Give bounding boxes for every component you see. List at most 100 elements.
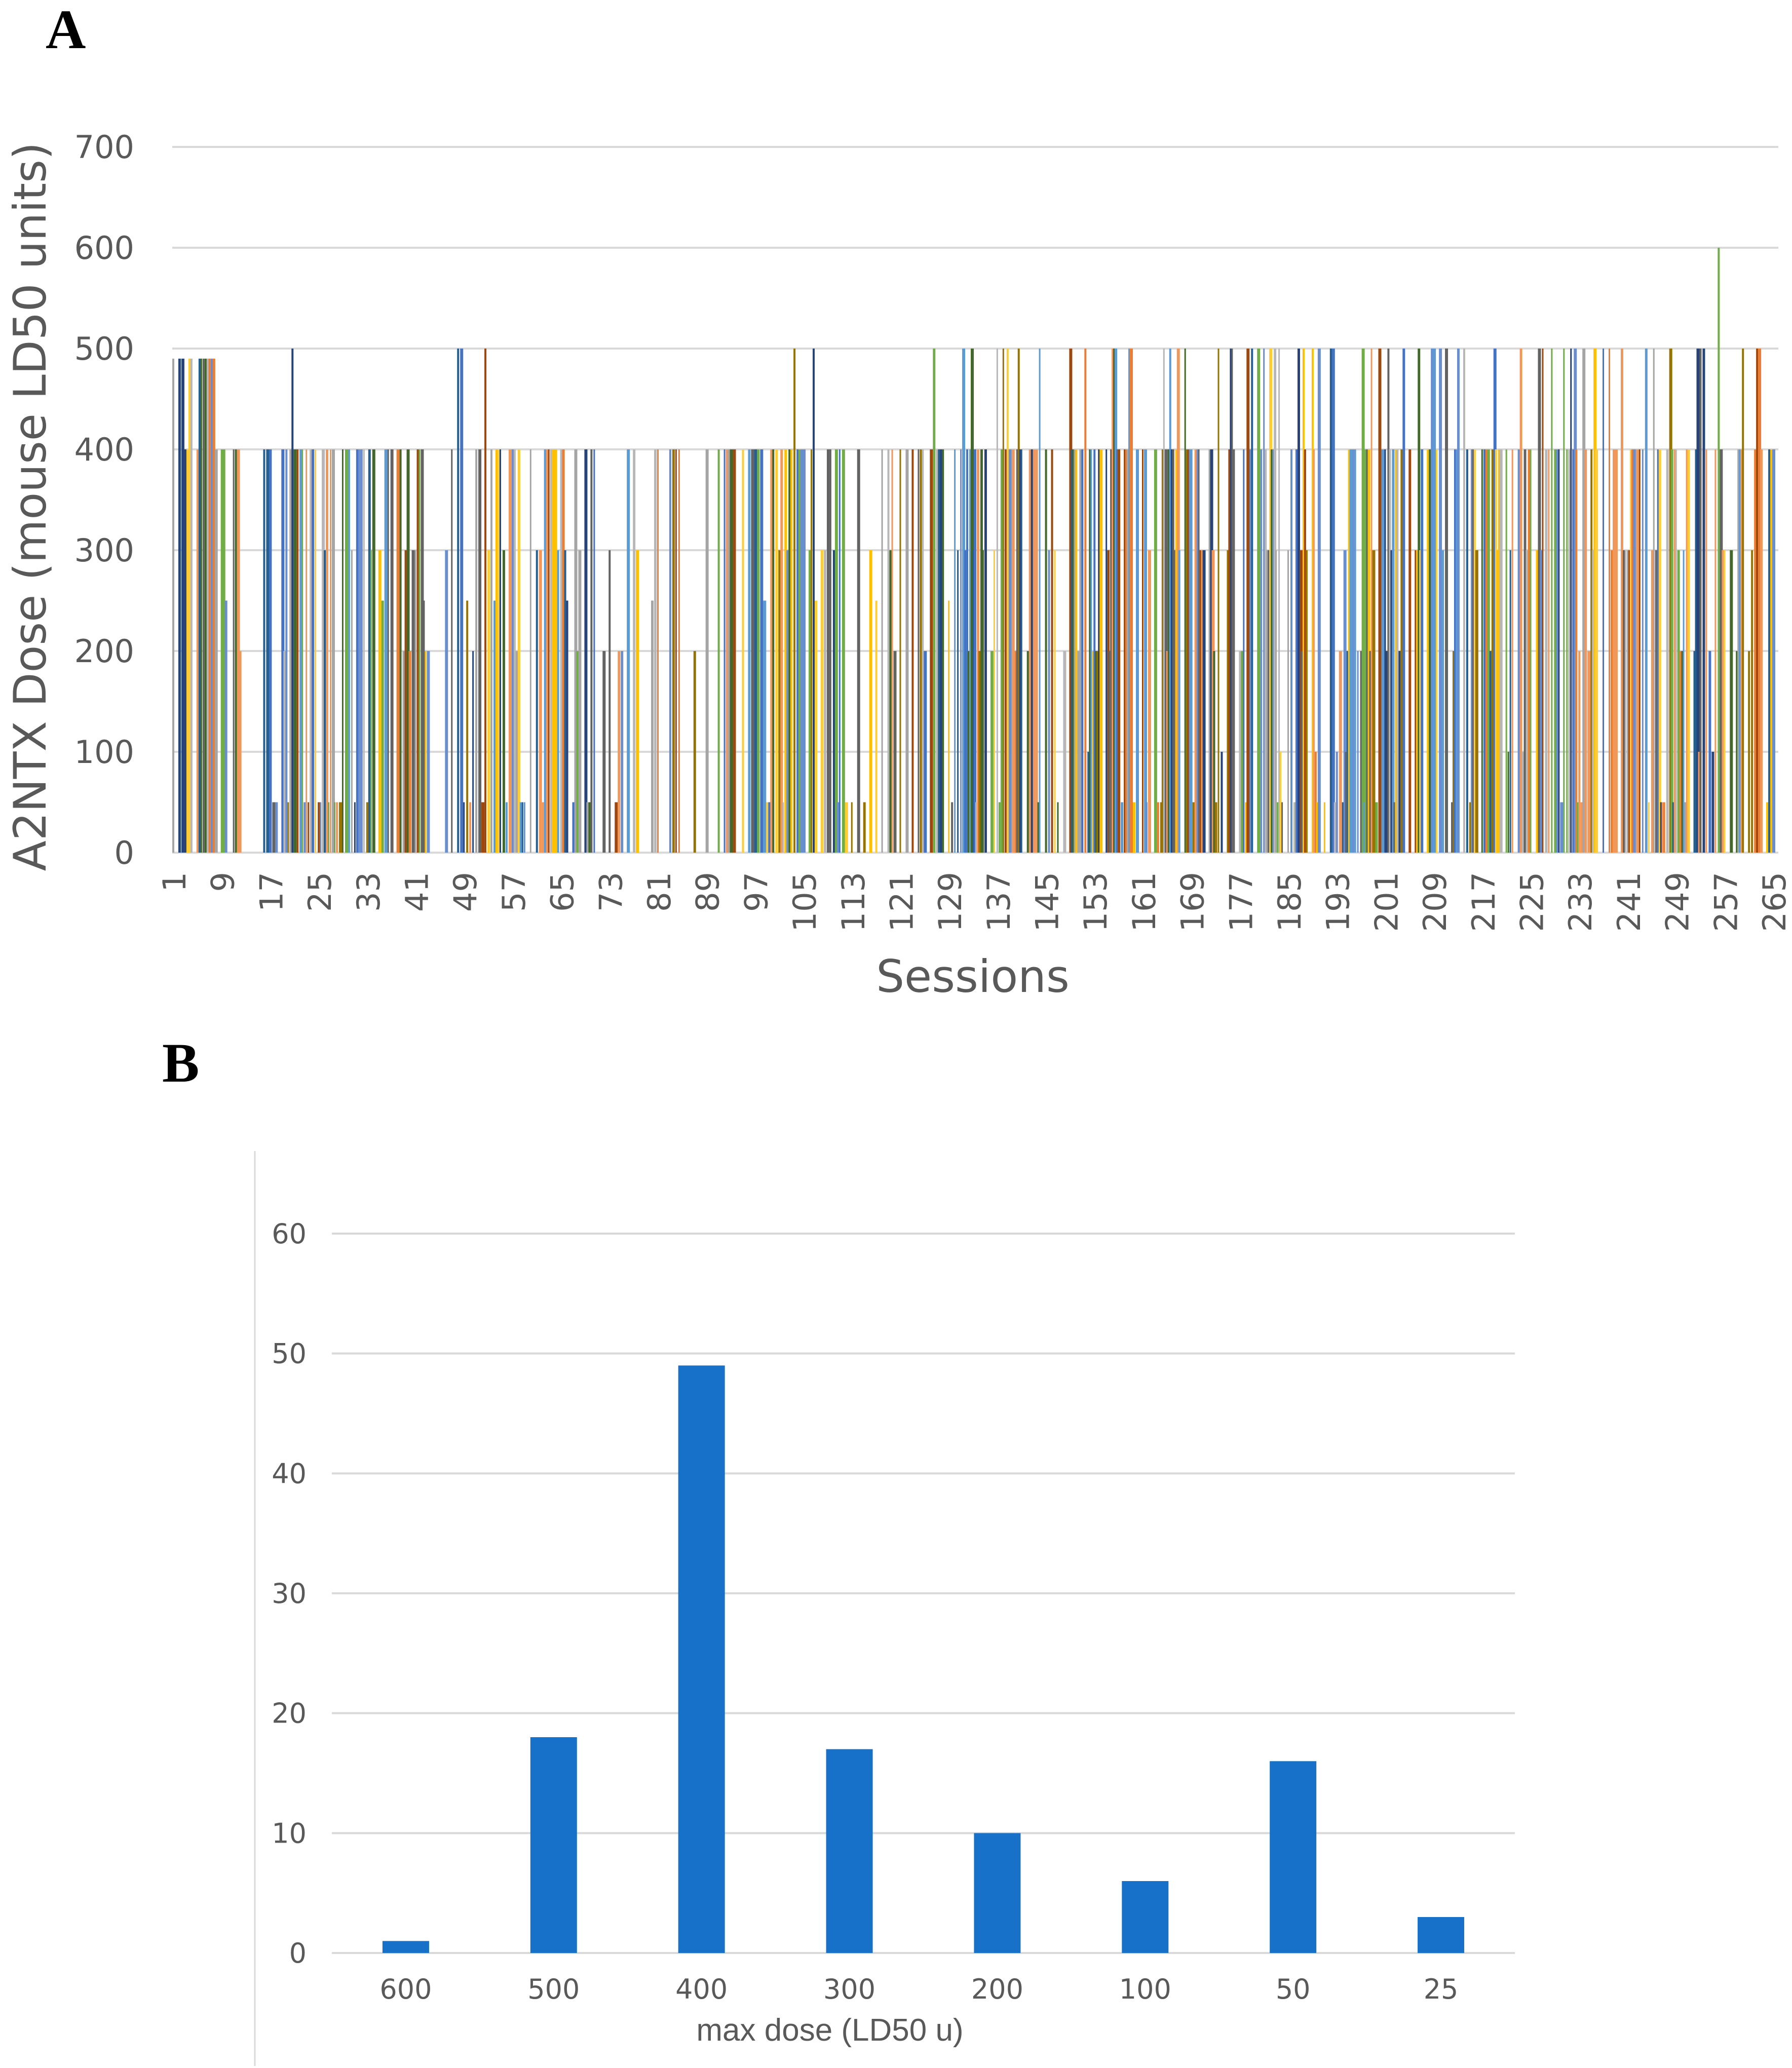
panel-a-session-bar <box>1014 651 1017 853</box>
panel-a-session-bar <box>1280 752 1282 853</box>
panel-a-session-bar <box>796 449 799 853</box>
panel-a-session-bar <box>1487 449 1490 853</box>
panel-a-session-bar <box>1558 449 1560 853</box>
panel-a-x-tick-label: 185 <box>1271 872 1308 932</box>
panel-a-session-bar <box>651 600 654 853</box>
panel-a-session-bar <box>233 449 235 853</box>
panel-a-session-bar <box>790 449 793 853</box>
panel-a-session-bar <box>1037 802 1040 853</box>
panel-a-session-bar <box>1293 802 1297 853</box>
panel-a-session-bar <box>299 449 303 853</box>
panel-a-session-bar <box>768 802 771 853</box>
panel-a-session-bar <box>1189 449 1192 853</box>
panel-a-x-tick-label: 57 <box>495 872 532 912</box>
panel-a-session-bar <box>1631 449 1633 853</box>
panel-a-session-bar <box>1648 802 1650 853</box>
panel-a-session-bar <box>1408 449 1412 853</box>
panel-a-session-bar <box>678 449 680 853</box>
panel-a-session-bar <box>1093 449 1096 853</box>
panel-a-session-bar <box>1442 550 1444 853</box>
panel-a-session-bar <box>208 358 211 853</box>
panel-a-y-tick-label: 700 <box>74 129 134 166</box>
panel-b-y-tick-label: 10 <box>272 1817 307 1849</box>
panel-a-session-bar <box>1028 449 1031 853</box>
panel-a-session-bar <box>202 358 205 853</box>
panel-a-session-bar <box>324 550 327 853</box>
panel-a-session-bar <box>1663 802 1665 853</box>
panel-a-session-bar <box>562 449 565 853</box>
panel-a-y-tick-label: 0 <box>115 834 134 871</box>
panel-a-session-bar <box>1260 449 1263 853</box>
panel-a-session-bar <box>513 449 516 853</box>
panel-b-letter: B <box>162 1032 199 1094</box>
panel-a-session-bar <box>1402 349 1405 853</box>
panel-a-session-bar <box>1699 349 1702 853</box>
panel-a-session-bar <box>1505 449 1507 853</box>
panel-a-session-bar <box>618 651 621 853</box>
panel-a-session-bar <box>1141 449 1143 853</box>
panel-a-session-bar <box>181 358 184 853</box>
panel-a-session-bar <box>942 449 944 853</box>
panel-a-session-bar <box>368 449 371 853</box>
panel-a-session-bar <box>1275 550 1277 853</box>
panel-a-session-bar <box>224 600 227 853</box>
panel-a-session-bar <box>1578 651 1581 853</box>
panel-a-session-bar <box>1540 550 1543 853</box>
panel-a-session-bar <box>1186 449 1188 853</box>
panel-a-session-bar <box>1263 349 1265 853</box>
panel-a-session-bar <box>266 449 270 853</box>
panel-a-x-tick-label: 121 <box>883 872 920 932</box>
panel-a-session-bar <box>1170 449 1173 853</box>
panel-b-bar-300 <box>826 1749 873 1953</box>
panel-a-session-bar <box>954 449 956 853</box>
panel-a-session-bar <box>1587 651 1591 853</box>
panel-a-session-bar <box>832 550 835 853</box>
panel-a-session-bar <box>1526 550 1529 853</box>
panel-a-session-bar <box>1683 550 1685 853</box>
panel-a-session-bar <box>1161 449 1164 853</box>
panel-a-session-bar <box>1542 349 1544 853</box>
panel-a-session-bar <box>198 358 202 853</box>
panel-a-x-tick-label: 137 <box>980 872 1017 932</box>
panel-a-session-bar <box>803 449 806 853</box>
panel-a-session-bar <box>1304 449 1306 853</box>
panel-a-session-bar <box>1469 802 1472 853</box>
panel-a-session-bar <box>1718 248 1720 853</box>
panel-a-session-bar <box>1178 550 1180 853</box>
panel-a-session-bar <box>633 449 636 853</box>
panel-a-session-bar <box>1590 449 1593 853</box>
panel-a-session-bar <box>1582 349 1586 853</box>
panel-b-bar-500 <box>530 1737 577 1953</box>
panel-a-session-bar <box>786 550 789 853</box>
panel-a-session-bar <box>1698 752 1700 853</box>
panel-a-session-bar <box>451 449 453 853</box>
panel-a-session-bar <box>1609 349 1611 853</box>
panel-a-session-bar <box>184 449 187 853</box>
panel-a-session-bar <box>1372 550 1376 853</box>
panel-a-session-bar <box>1463 349 1465 853</box>
panel-a-session-bar <box>1343 550 1347 853</box>
panel-a-session-bar <box>1345 752 1347 853</box>
panel-a-session-bar <box>1370 349 1372 853</box>
panel-a-session-bar <box>780 449 783 853</box>
panel-a-session-bar <box>1708 651 1711 853</box>
panel-a-x-tick-label: 169 <box>1174 872 1211 932</box>
panel-a-session-bar <box>584 449 588 853</box>
panel-a-session-bar <box>1398 651 1401 853</box>
panel-a-session-bar <box>372 449 375 853</box>
panel-a-session-bar <box>1057 802 1059 853</box>
panel-a-session-bar <box>1499 449 1503 853</box>
panel-a-session-bar <box>330 449 332 853</box>
panel-a-session-bar <box>303 802 307 853</box>
panel-a-session-bar <box>269 449 272 853</box>
panel-a-session-bar <box>546 449 549 853</box>
panel-a-x-tick-label: 209 <box>1417 872 1454 932</box>
panel-a-session-bar <box>815 600 818 853</box>
panel-a-session-bar <box>1331 349 1335 853</box>
panel-a-x-tick-label: 73 <box>592 872 629 912</box>
panel-a-session-bar <box>312 449 315 853</box>
panel-a-session-bar <box>972 550 975 853</box>
panel-a-session-bar <box>1575 449 1578 853</box>
panel-a-session-bar <box>672 449 675 853</box>
panel-b-x-tick-label: 200 <box>971 1973 1023 2005</box>
